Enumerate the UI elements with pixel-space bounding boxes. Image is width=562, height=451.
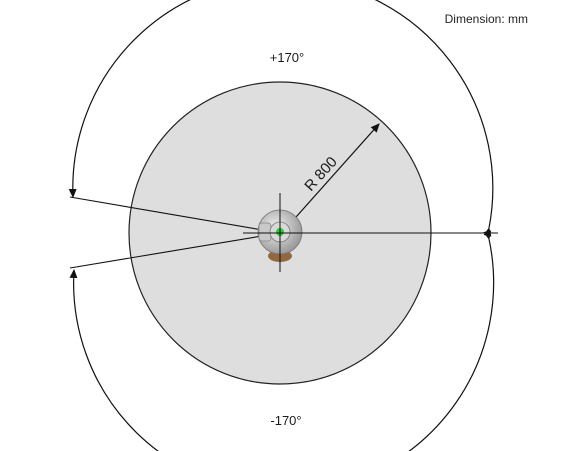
radius-dimension-line <box>279 123 380 235</box>
negative-rotation-arc <box>69 230 495 451</box>
limit-line-lower <box>69 232 281 269</box>
negative-angle-label: -170° <box>270 413 301 428</box>
positive-angle-label: +170° <box>270 50 304 65</box>
units-label: Dimension: mm <box>444 12 528 26</box>
limit-line-upper <box>69 196 281 234</box>
positive-rotation-arc <box>68 0 494 237</box>
